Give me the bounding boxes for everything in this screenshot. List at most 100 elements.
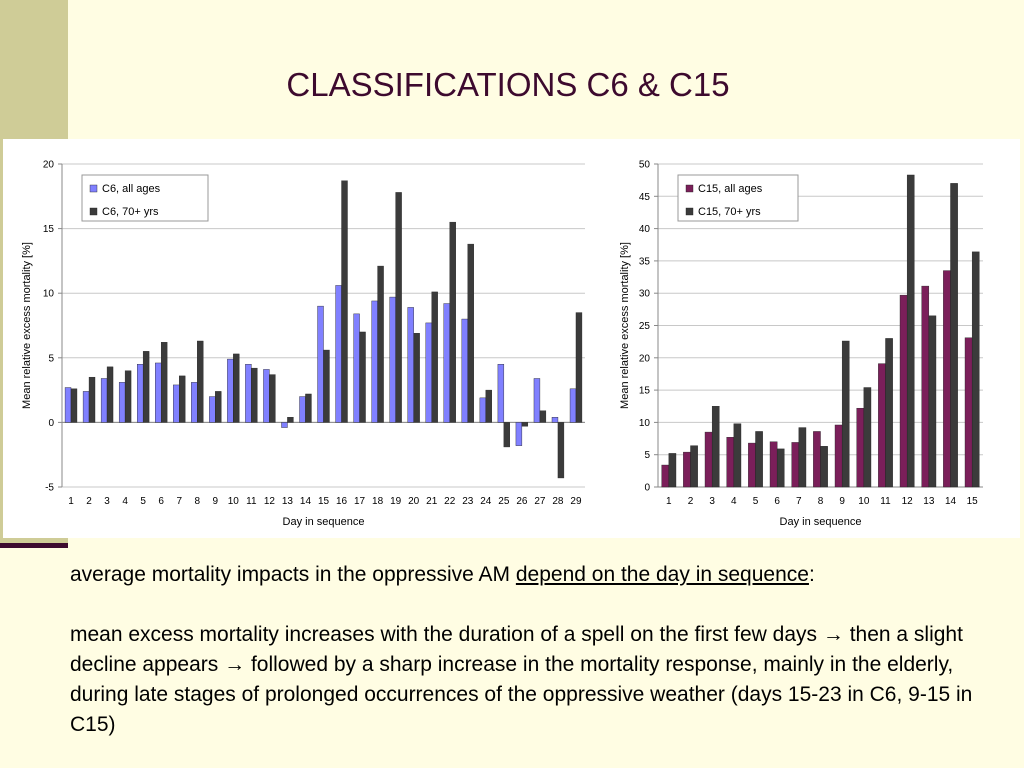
c6-bar-all-ages <box>443 303 450 423</box>
c6-bar-elderly <box>179 375 186 423</box>
c15-x-axis-title: Day in sequence <box>780 516 862 528</box>
c6-bar-elderly <box>557 422 565 479</box>
c6-bar-elderly <box>142 351 150 423</box>
c15-bar-elderly <box>755 431 763 488</box>
c15-y-tick-label: 30 <box>639 289 651 300</box>
c15-bar-elderly <box>928 315 937 488</box>
c6-bar-elderly <box>467 243 474 423</box>
c6-bar-elderly <box>341 180 348 423</box>
c6-bar-elderly <box>88 376 96 423</box>
c15-bar-all-ages <box>813 431 821 488</box>
c6-x-tick-label: 29 <box>570 496 582 507</box>
c6-bar-elderly <box>395 192 402 423</box>
c6-y-tick-label: 0 <box>48 418 54 429</box>
c6-bar-all-ages <box>317 305 324 423</box>
c6-bar-all-ages <box>100 378 108 423</box>
c6-bar-elderly <box>160 342 168 423</box>
c6-bar-elderly <box>503 422 510 448</box>
c6-y-tick-label: 5 <box>48 353 54 364</box>
c6-x-tick-label: 4 <box>122 496 128 507</box>
c6-x-tick-label: 22 <box>444 496 456 507</box>
c15-bar-elderly <box>885 338 893 488</box>
c15-bar-elderly <box>950 183 958 488</box>
c6-legend-label: C6, 70+ yrs <box>102 206 159 218</box>
c6-bar-all-ages <box>64 387 72 423</box>
c6-y-tick-label: 20 <box>43 160 55 171</box>
c6-x-tick-label: 17 <box>354 496 366 507</box>
c15-x-tick-label: 11 <box>880 496 891 507</box>
c6-bar-all-ages <box>299 396 306 423</box>
c6-y-tick-label: 15 <box>43 224 55 235</box>
c6-bar-all-ages <box>569 388 577 423</box>
decorative-side-rule <box>0 543 68 548</box>
c6-x-tick-label: 15 <box>318 496 330 507</box>
c15-legend <box>677 174 799 222</box>
c15-y-tick-label: 50 <box>639 160 651 171</box>
c15-bar-all-ages <box>943 270 951 488</box>
c15-bar-elderly <box>841 340 850 488</box>
c6-legend-swatch <box>89 207 98 216</box>
right-arrow-icon: → <box>822 623 844 646</box>
c6-x-tick-label: 3 <box>104 496 110 507</box>
c6-bar-elderly <box>431 291 438 423</box>
c15-x-tick-label: 9 <box>839 496 845 507</box>
c6-bar-all-ages <box>245 364 252 423</box>
c6-x-tick-label: 11 <box>246 496 257 507</box>
c6-bar-all-ages <box>515 422 523 446</box>
c15-bar-all-ages <box>834 424 843 488</box>
c6-bar-elderly <box>215 391 222 423</box>
c15-bar-all-ages <box>791 442 800 488</box>
c6-bar-elderly <box>233 353 240 423</box>
c15-bar-all-ages <box>661 464 670 488</box>
paragraph-2-part-1: mean excess mortality increases with the… <box>70 623 823 646</box>
c6-bar-all-ages <box>82 391 90 423</box>
c6-bar-elderly <box>106 366 114 423</box>
c6-x-tick-label: 8 <box>194 496 200 507</box>
c6-x-tick-label: 20 <box>408 496 420 507</box>
c15-y-tick-label: 0 <box>644 483 650 494</box>
c6-bar-all-ages <box>155 362 162 423</box>
c6-x-tick-label: 14 <box>300 496 312 507</box>
c6-bar-all-ages <box>533 378 541 423</box>
c15-x-tick-label: 4 <box>731 496 737 507</box>
c6-legend <box>81 174 209 222</box>
c6-bar-all-ages <box>479 397 487 423</box>
c15-bar-elderly <box>820 446 828 488</box>
c15-y-tick-label: 45 <box>639 192 651 203</box>
c6-bar-elderly <box>575 312 583 423</box>
slide-body: average mortality impacts in the oppress… <box>70 560 1000 740</box>
c6-bar-elderly <box>377 265 384 423</box>
c15-x-tick-label: 14 <box>945 496 957 507</box>
paragraph-1-lead: average mortality impacts in the oppress… <box>70 563 516 586</box>
c15-bar-all-ages <box>856 407 865 488</box>
c15-x-tick-label: 2 <box>688 496 694 507</box>
c6-x-tick-label: 23 <box>462 496 474 507</box>
c15-bar-elderly <box>971 251 980 488</box>
c15-x-tick-label: 8 <box>818 496 824 507</box>
c6-x-tick-label: 6 <box>158 496 164 507</box>
c6-bar-elderly <box>305 393 312 423</box>
c6-bar-all-ages <box>281 422 288 428</box>
c15-bar-elderly <box>733 423 742 488</box>
c6-bar-all-ages <box>371 300 378 423</box>
c6-bar-all-ages <box>227 358 234 423</box>
c6-bar-elderly <box>70 388 78 423</box>
c6-bar-all-ages <box>118 382 126 423</box>
c15-bar-elderly <box>776 448 785 488</box>
c15-legend-label: C15, all ages <box>698 183 763 195</box>
paragraph-1-underlined: depend on the day in sequence <box>515 563 809 586</box>
c6-bar-all-ages <box>353 313 360 423</box>
c6-y-tick-label: -5 <box>45 483 54 494</box>
c6-x-tick-label: 26 <box>516 496 528 507</box>
c6-bar-elderly <box>269 374 276 423</box>
c6-x-tick-label: 2 <box>86 496 92 507</box>
c6-y-tick-label: 10 <box>43 289 55 300</box>
c6-bar-all-ages <box>335 285 342 423</box>
c6-bar-all-ages <box>407 307 414 423</box>
paragraph-2: mean excess mortality increases with the… <box>70 620 1000 740</box>
c15-bar-elderly <box>690 445 698 488</box>
c6-bar-all-ages <box>497 364 505 423</box>
c15-x-tick-label: 10 <box>858 496 870 507</box>
c15-bar-elderly <box>863 387 872 488</box>
